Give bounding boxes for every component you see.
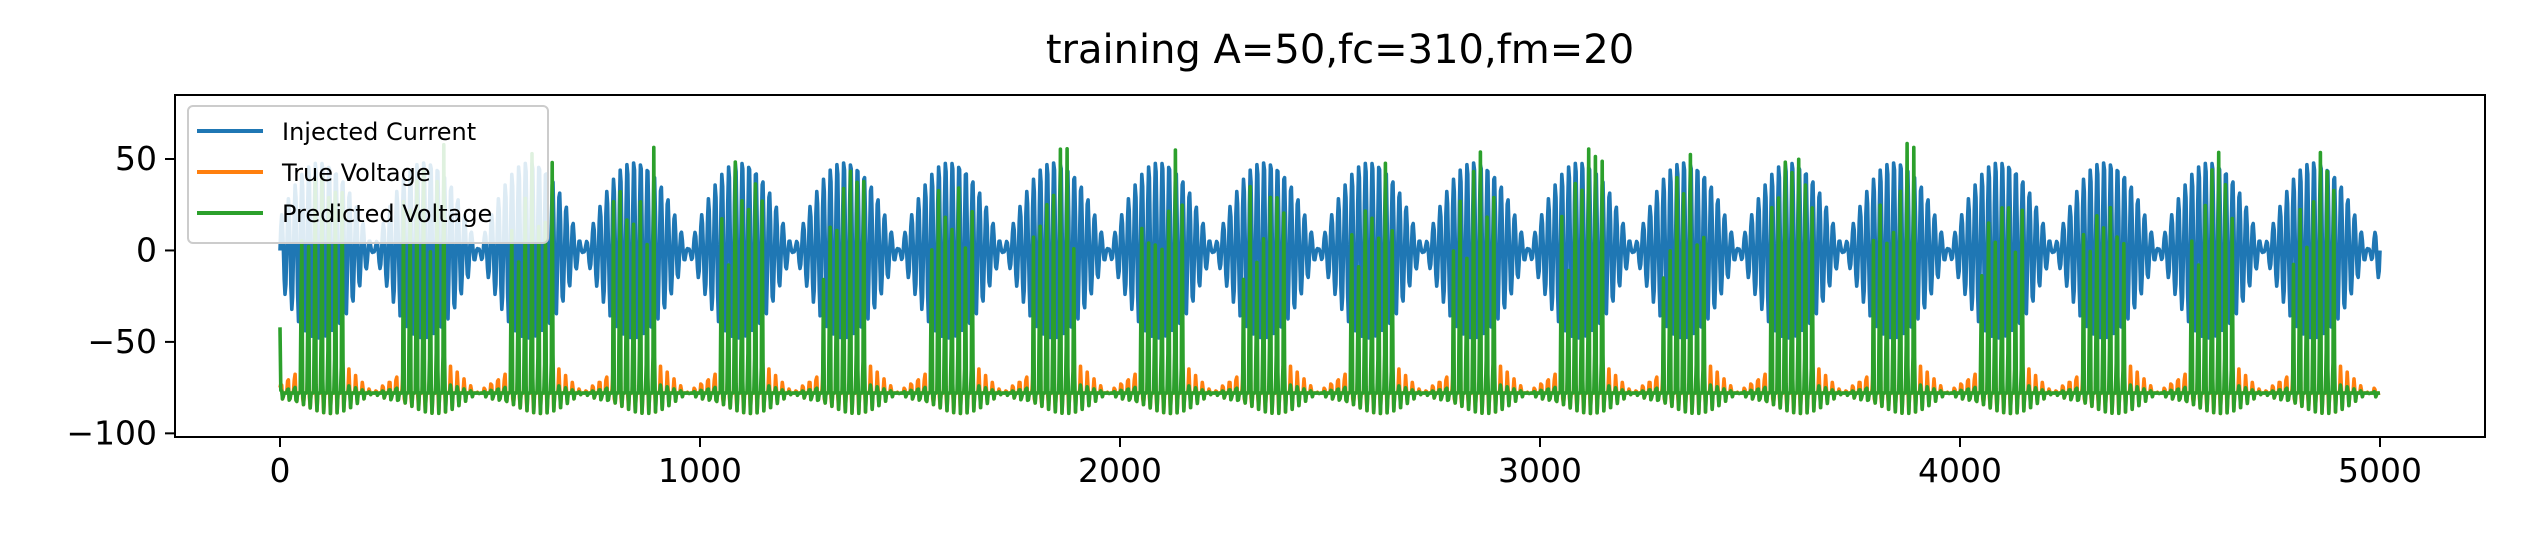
series-line-predicted-voltage [278, 141, 2381, 416]
plot-lines [278, 141, 2382, 416]
legend-label: True Voltage [281, 159, 431, 187]
plot-frame [174, 94, 2486, 438]
x-tick-label: 3000 [1498, 451, 1582, 490]
legend-box [187, 105, 549, 244]
legend-label: Injected Current [282, 118, 476, 146]
legend: Injected Current True Voltage Predicted Vo… [187, 105, 549, 244]
y-tick-label: 50 [115, 139, 157, 178]
x-tick-label: 1000 [658, 451, 742, 490]
x-axis: 0 1000 2000 3000 4000 5000 [270, 437, 2422, 490]
legend-label: Predicted Voltage [282, 200, 492, 228]
x-tick-label: 2000 [1078, 451, 1162, 490]
series-line-injected-current [278, 161, 2382, 340]
y-axis: −100 −50 0 50 [66, 139, 175, 452]
x-tick-label: 4000 [1918, 451, 2002, 490]
chart-title: training A=50,fc=310,fm=20 [1046, 27, 1634, 73]
y-tick-label: −50 [87, 322, 157, 361]
y-tick-label: 0 [136, 230, 157, 269]
y-tick-label: −100 [66, 413, 157, 452]
x-tick-label: 5000 [2338, 451, 2422, 490]
x-tick-label: 0 [270, 451, 291, 490]
series-line-true-voltage [278, 332, 2381, 416]
